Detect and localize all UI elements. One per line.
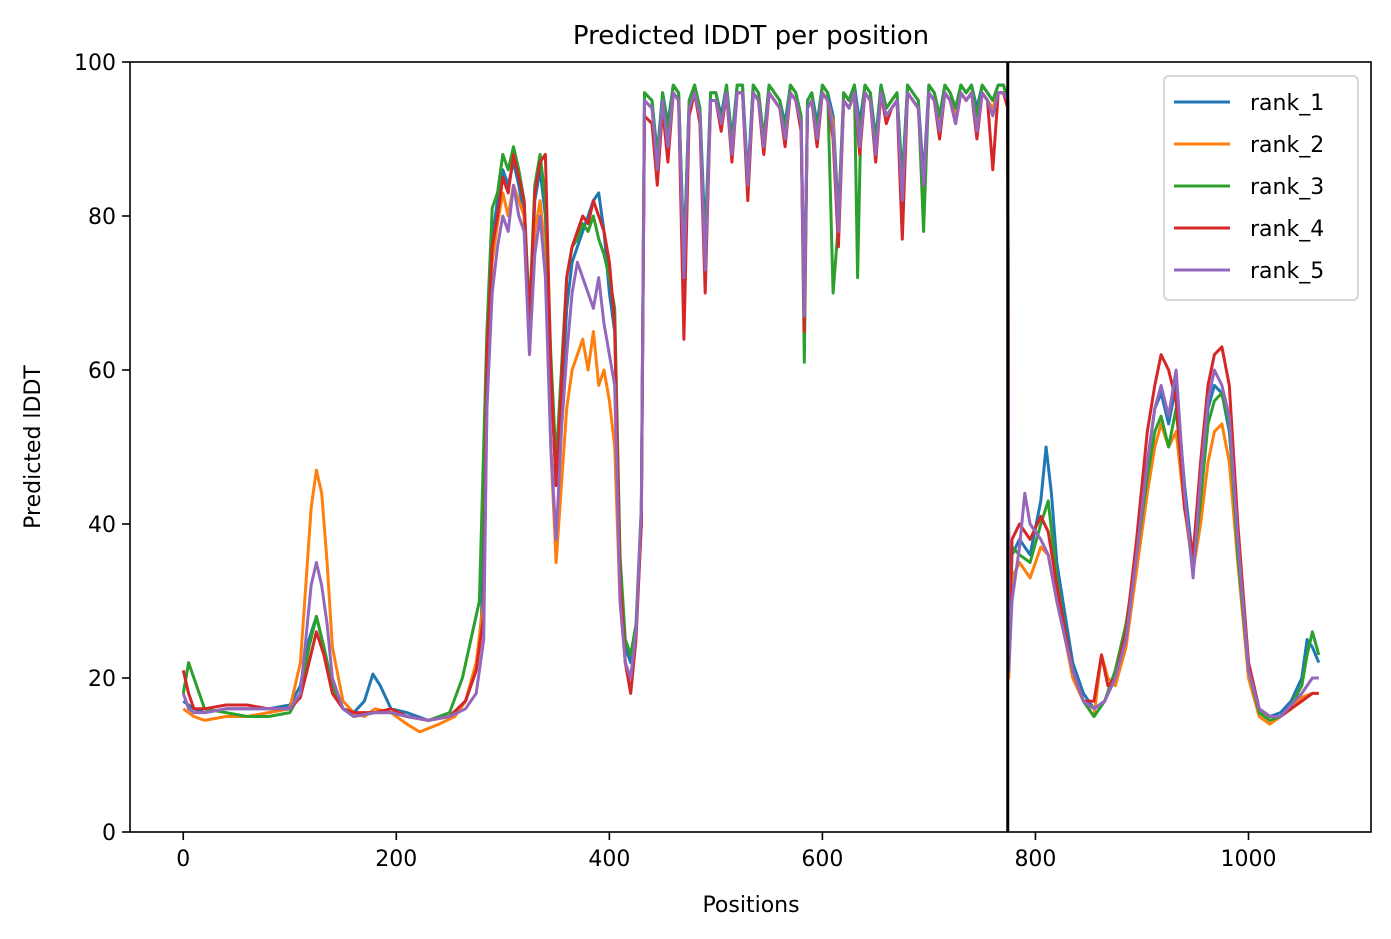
x-tick-label: 400 xyxy=(588,847,630,872)
series-line-rank_2 xyxy=(182,91,1319,734)
plot-lines xyxy=(181,83,1321,734)
legend-box xyxy=(1163,75,1359,301)
legend-label-rank_1: rank_1 xyxy=(1250,91,1324,116)
x-axis-label: Positions xyxy=(702,893,799,918)
chart-title: Predicted lDDT per position xyxy=(573,21,929,51)
legend-label-rank_5: rank_5 xyxy=(1250,259,1324,284)
y-axis-label: Predicted lDDT xyxy=(21,365,46,529)
legend-label-rank_4: rank_4 xyxy=(1250,217,1324,242)
y-tick-label: 20 xyxy=(88,667,116,692)
y-axis: 0 20 40 60 80 100 xyxy=(74,51,130,846)
plot-frame xyxy=(129,61,1372,833)
y-tick-label: 40 xyxy=(88,513,116,538)
y-tick-label: 100 xyxy=(74,51,116,76)
series-line-rank_1 xyxy=(182,83,1321,722)
y-tick-label: 0 xyxy=(102,821,116,846)
legend-label-rank_3: rank_3 xyxy=(1250,175,1324,200)
x-axis: 0 200 400 600 800 1000 xyxy=(176,832,1276,872)
legend-label-rank_2: rank_2 xyxy=(1250,133,1324,158)
x-tick-label: 0 xyxy=(176,847,190,872)
legend: rank_1 rank_2 rank_3 rank_4 rank_5 xyxy=(1163,75,1359,301)
y-tick-label: 60 xyxy=(88,359,116,384)
y-tick-label: 80 xyxy=(88,205,116,230)
series-line-rank_4 xyxy=(181,91,1319,722)
x-tick-label: 800 xyxy=(1014,847,1056,872)
x-tick-label: 200 xyxy=(375,847,417,872)
series-line-rank_3 xyxy=(181,83,1321,722)
x-tick-label: 600 xyxy=(801,847,843,872)
series-line-rank_5 xyxy=(181,91,1319,722)
x-tick-label: 1000 xyxy=(1220,847,1276,872)
